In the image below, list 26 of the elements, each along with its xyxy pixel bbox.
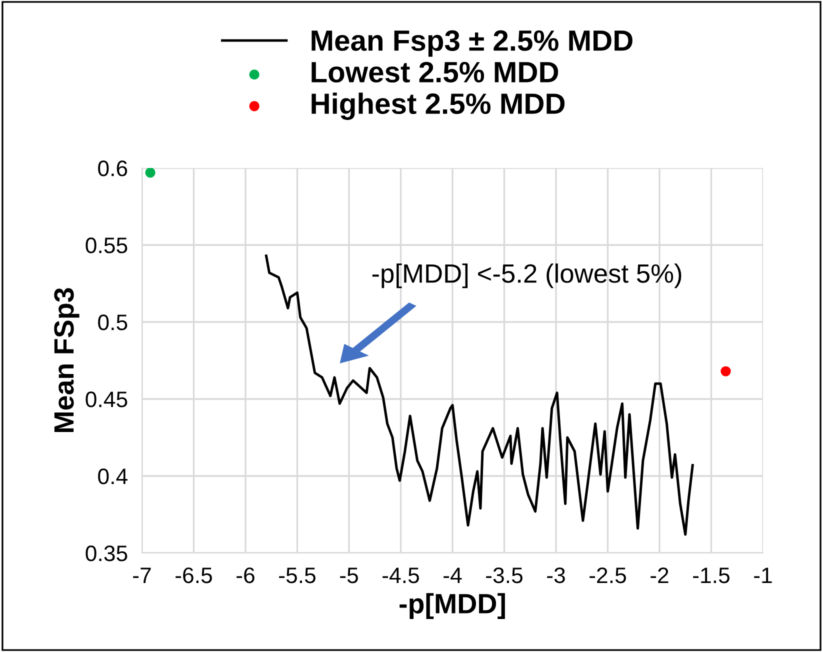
x-tick-label: -4 xyxy=(444,568,462,583)
x-tick-label: -6 xyxy=(236,567,254,584)
y-tick-label: 0.35 xyxy=(86,546,128,562)
line-series xyxy=(264,254,694,536)
x-tick-label: -1.5 xyxy=(693,568,730,584)
y-tick-label: 0.5 xyxy=(98,314,128,330)
y-axis-title: Mean FSp3 xyxy=(54,288,80,432)
x-tick-label: -7 xyxy=(133,568,151,583)
x-axis-title: -p[MDD] xyxy=(400,593,505,620)
x-tick-label: -2.5 xyxy=(590,567,626,584)
x-tick-label: -5.5 xyxy=(279,568,316,584)
x-tick-label: -6.5 xyxy=(176,567,212,584)
x-tick-label: -2 xyxy=(650,567,668,583)
legend-label: Lowest 2.5% MDD xyxy=(312,62,558,82)
y-tick-label: 0.45 xyxy=(86,392,128,408)
y-tick-label: 0.55 xyxy=(86,238,128,254)
x-tick-label: -1 xyxy=(754,568,772,583)
x-tick-label: -3 xyxy=(547,567,565,584)
y-tick-label: 0.4 xyxy=(98,468,128,484)
x-tick-label: -5 xyxy=(340,568,358,584)
x-tick-label: -4.5 xyxy=(382,568,419,584)
annotation: -p[MDD] <-5.2 (lowest 5%) xyxy=(372,264,682,288)
legend-label: Mean Fsp3 ± 2.5% MDD xyxy=(312,30,632,57)
x-tick-label: -3.5 xyxy=(486,567,522,584)
y-tick-label: 0.6 xyxy=(98,160,128,176)
legend-label: Highest 2.5% MDD xyxy=(312,92,565,120)
